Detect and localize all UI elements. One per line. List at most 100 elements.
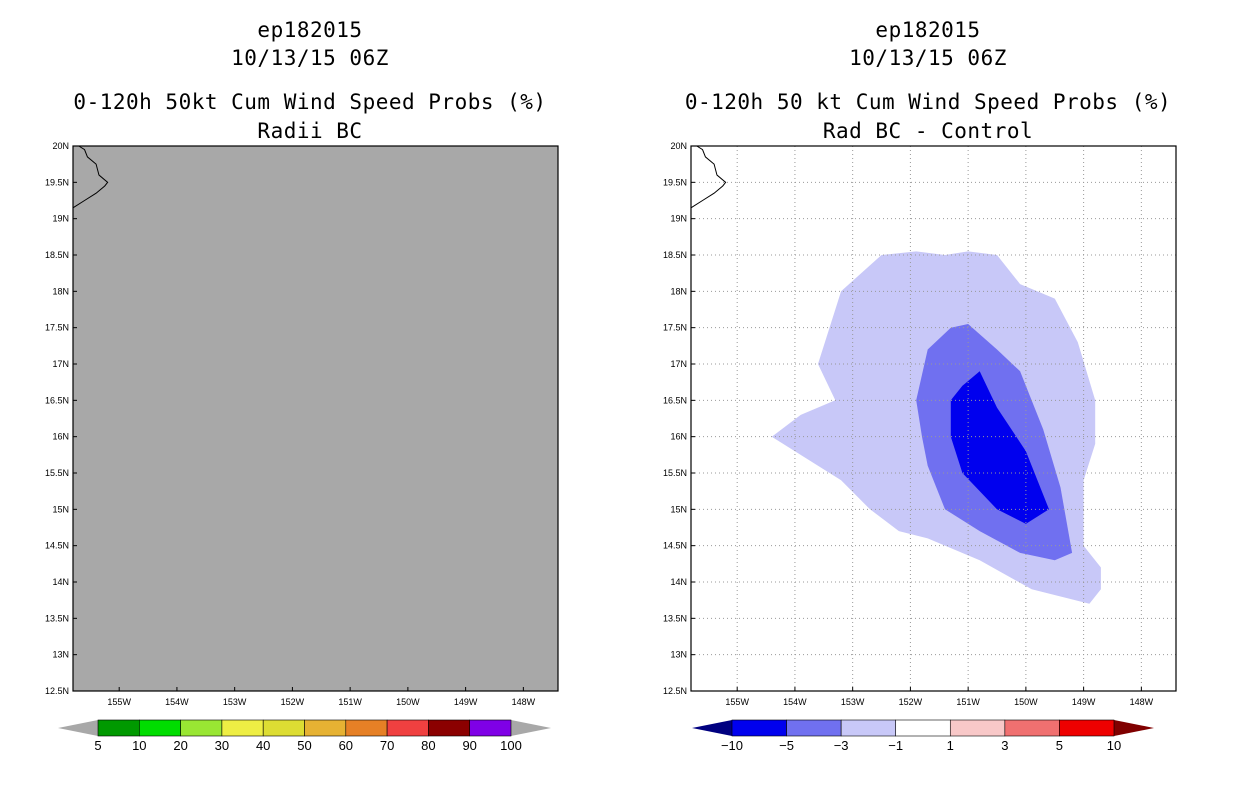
colorbar-label: −10 [721, 738, 743, 753]
colorbar-label: 60 [339, 738, 353, 753]
x-tick-label: 154W [783, 697, 807, 707]
colorbar-label: 10 [132, 738, 146, 753]
y-tick-label: 18.5N [663, 250, 687, 260]
y-tick-label: 15.5N [663, 468, 687, 478]
x-tick-label: 149W [454, 697, 478, 707]
x-tick-label: 150W [396, 697, 420, 707]
colorbar-swatch [1059, 719, 1115, 737]
y-tick-label: 18N [670, 286, 687, 296]
colorbar-swatch [304, 719, 347, 737]
right-map-chart: 12.5N 13N 13.5N 14N 14.5N 15N 15.5N 16N 16.5N 17N… [663, 141, 1177, 707]
left-storm-id: ep182015 [257, 18, 363, 42]
y-tick-label: 19.5N [45, 177, 69, 187]
colorbar-label: 5 [1056, 738, 1063, 753]
y-tick-label: 13.5N [45, 613, 69, 623]
colorbar-label: 40 [256, 738, 270, 753]
x-tick-label: 151W [338, 697, 362, 707]
colorbar-label: −5 [779, 738, 794, 753]
y-tick-label: 20N [670, 141, 687, 151]
x-tick-label: 152W [281, 697, 305, 707]
y-tick-label: 20N [52, 141, 69, 151]
y-tick-label: 15.5N [45, 468, 69, 478]
colorbar-label: −1 [888, 738, 903, 753]
colorbar-swatch [1004, 719, 1060, 737]
colorbar-end-left [58, 720, 98, 736]
x-tick-label: 155W [725, 697, 749, 707]
y-tick-label: 19N [52, 214, 69, 224]
right-storm-id: ep182015 [875, 18, 981, 42]
colorbar-label: 3 [1001, 738, 1008, 753]
left-time: 10/13/15 06Z [231, 46, 389, 70]
left-chart-subtitle: Radii BC [257, 119, 363, 143]
colorbar-label: 100 [500, 738, 522, 753]
y-tick-label: 13.5N [663, 613, 687, 623]
colorbar-swatch [139, 719, 181, 737]
y-tick-label: 16N [52, 432, 69, 442]
colorbar-swatch [180, 719, 223, 737]
colorbar-label: −3 [834, 738, 849, 753]
colorbar-end-right [511, 720, 551, 736]
y-tick-label: 14N [52, 577, 69, 587]
left-panel-subtitles: 0-120h 50kt Cum Wind Speed Probs (%) Rad… [0, 88, 620, 146]
colorbar-label: 10 [1107, 738, 1121, 753]
contour-3 [950, 371, 1049, 524]
y-tick-label: 12.5N [45, 686, 69, 696]
colorbar-swatch [895, 719, 951, 737]
colorbar-swatch [428, 719, 470, 737]
colorbar-label: 90 [462, 738, 476, 753]
colorbar-label: 70 [380, 738, 394, 753]
colorbar-swatch [469, 719, 512, 737]
colorbar-swatch [786, 719, 842, 737]
x-tick-label: 150W [1014, 697, 1038, 707]
plot-area [73, 146, 558, 691]
colorbar-label: 30 [215, 738, 229, 753]
right-colorbar: −10 −5 −3 −1 1 3 5 10 [692, 719, 1154, 753]
colorbar-end-right [1114, 720, 1154, 736]
colorbar-swatch [386, 719, 429, 737]
y-tick-label: 18N [52, 286, 69, 296]
colorbar-swatch [221, 719, 264, 737]
y-tick-label: 13N [52, 650, 69, 660]
right-time: 10/13/15 06Z [849, 46, 1007, 70]
y-tick-label: 15N [670, 504, 687, 514]
colorbar-label: 80 [421, 738, 435, 753]
left-colorbar: 5 10 20 30 40 50 60 70 80 90 100 [58, 719, 551, 753]
x-tick-label: 148W [1130, 697, 1154, 707]
colorbar-swatch [949, 719, 1006, 737]
y-tick-label: 19N [670, 214, 687, 224]
right-chart-title: 0-120h 50 kt Cum Wind Speed Probs (%) [684, 90, 1172, 114]
colorbar-swatch [262, 719, 305, 737]
y-tick-label: 12.5N [663, 686, 687, 696]
plot-frame [690, 145, 1177, 692]
y-tick-label: 15N [52, 504, 69, 514]
y-tick-label: 14.5N [663, 541, 687, 551]
colorbar-swatch [840, 719, 897, 737]
x-tick-label: 148W [512, 697, 536, 707]
x-tick-label: 151W [956, 697, 980, 707]
y-tick-label: 16.5N [45, 395, 69, 405]
x-tick-label: 154W [165, 697, 189, 707]
x-tick-label: 149W [1072, 697, 1096, 707]
colorbar-swatch [345, 719, 388, 737]
right-panel-titles: ep182015 10/13/15 06Z [618, 16, 1236, 72]
y-tick-label: 17.5N [45, 323, 69, 333]
colorbar-label: 50 [297, 738, 311, 753]
y-tick-label: 14.5N [45, 541, 69, 551]
y-tick-label: 19.5N [663, 177, 687, 187]
colorbar-label: 5 [94, 738, 101, 753]
x-tick-label: 153W [841, 697, 865, 707]
colorbar-swatch [731, 719, 787, 737]
x-tick-label: 152W [899, 697, 923, 707]
coastline [690, 145, 727, 209]
right-panel-subtitles: 0-120h 50 kt Cum Wind Speed Probs (%) Ra… [618, 88, 1236, 146]
right-chart-subtitle: Rad BC - Control [822, 119, 1034, 143]
coastline [72, 145, 109, 209]
y-tick-label: 14N [670, 577, 687, 587]
x-tick-label: 155W [107, 697, 131, 707]
y-tick-label: 16.5N [663, 395, 687, 405]
left-map-chart: 12.5N 13N 13.5N 14N 14.5N 15N 15.5N 16N 16.5N 17N… [45, 141, 559, 707]
y-tick-label: 17N [670, 359, 687, 369]
left-panel-titles: ep182015 10/13/15 06Z [0, 16, 620, 72]
y-tick-label: 16N [670, 432, 687, 442]
colorbar-swatch [97, 719, 140, 737]
